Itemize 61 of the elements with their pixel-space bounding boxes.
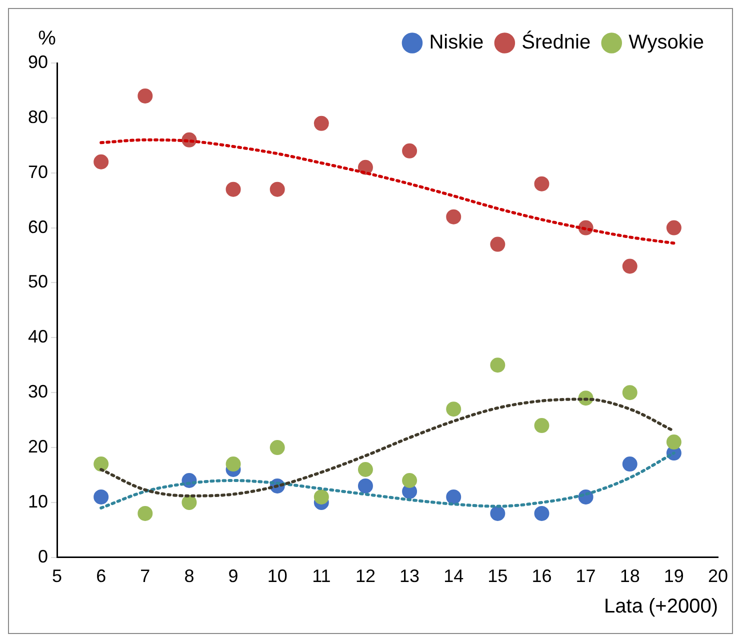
point — [490, 358, 506, 373]
point — [622, 456, 638, 472]
point — [490, 236, 506, 252]
point — [534, 176, 550, 192]
x-tick-label: 19 — [664, 566, 684, 586]
point — [534, 506, 550, 521]
x-tick-label: 17 — [576, 566, 596, 586]
point — [270, 440, 285, 456]
y-tick-label: 70 — [28, 162, 48, 182]
point — [402, 472, 418, 488]
y-tick-label: 90 — [28, 52, 48, 72]
point — [622, 258, 638, 274]
x-axis-title: Lata (+2000) — [604, 596, 718, 618]
point — [534, 418, 550, 434]
y-tick-label: 60 — [28, 216, 48, 237]
point — [314, 489, 329, 504]
y-tick-label: 30 — [28, 382, 48, 402]
legend-label: Wysokie — [628, 32, 704, 54]
point — [666, 220, 682, 236]
point — [226, 182, 241, 197]
point — [226, 456, 241, 472]
x-tick-label: 5 — [52, 566, 62, 586]
y-tick-label: 10 — [28, 491, 48, 512]
x-tick-label: 20 — [708, 566, 728, 586]
x-tick-label: 6 — [96, 566, 106, 586]
point — [358, 478, 373, 494]
y-tick-label: 20 — [28, 436, 48, 456]
point — [446, 489, 462, 504]
x-tick-label: 13 — [400, 566, 420, 586]
x-tick-label: 8 — [184, 566, 194, 586]
point — [182, 494, 197, 510]
point — [666, 434, 682, 450]
y-axis-title: % — [38, 28, 56, 50]
x-tick-label: 12 — [355, 566, 376, 586]
legend-label: Niskie — [429, 32, 484, 54]
x-tick-label: 18 — [620, 566, 640, 586]
point — [138, 88, 153, 104]
y-tick-label: 80 — [28, 106, 48, 127]
y-tick-label: 40 — [28, 326, 48, 347]
point — [314, 116, 329, 131]
x-tick-label: 14 — [444, 566, 464, 586]
y-tick-label: 50 — [28, 272, 48, 292]
point — [138, 506, 153, 521]
point — [402, 143, 418, 158]
point — [358, 462, 373, 478]
point — [94, 489, 109, 504]
point — [94, 456, 109, 472]
x-tick-label: 16 — [532, 566, 552, 586]
point — [446, 402, 462, 417]
point — [490, 506, 506, 521]
x-tick-label: 10 — [267, 566, 288, 586]
x-tick-label: 9 — [228, 566, 238, 586]
point — [446, 209, 462, 224]
x-tick-label: 15 — [488, 566, 508, 586]
x-tick-label: 7 — [140, 566, 150, 586]
legend-label: Średnie — [522, 30, 591, 54]
y-tick-label: 0 — [38, 546, 48, 566]
x-tick-label: 11 — [312, 566, 331, 586]
point — [94, 154, 109, 170]
point — [622, 385, 638, 400]
point — [270, 182, 285, 197]
